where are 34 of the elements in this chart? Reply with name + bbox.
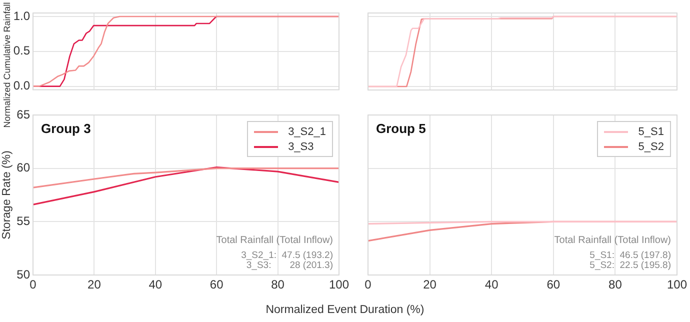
x-tick-label: 20 [423,278,437,292]
text: Group 5 [376,121,426,136]
annotation: 3_S3: 28 (201.3) [246,260,333,271]
y-tick-label: 55 [16,214,30,228]
x-tick-label: 80 [271,278,285,292]
y-tick-label: 50 [16,267,30,282]
y-axis-title: Normalized Cumulative Rainfall [2,2,12,128]
annotation: Total Rainfall (Total Inflow) [216,235,333,246]
annotation: Total Rainfall (Total Inflow) [554,235,671,246]
annotation: 3_S2_1: 47.5 (193.2) [241,250,333,261]
y-tick-label: 60 [16,160,30,175]
text: Group 3 [41,121,91,136]
x-tick-label: 0 [30,278,37,292]
annotation: 5_S1: 46.5 (197.8) [590,250,671,261]
annotation: 5_S2: 22.5 (195.8) [590,260,671,271]
x-tick-label: 60 [546,278,560,292]
x-tick-label: 40 [148,278,162,292]
x-axis-title: Normalized Event Duration (%) [264,304,426,316]
y-tick-label: 65 [16,107,30,122]
legend-label: 5_S2 [638,140,664,152]
x-tick-label: 20 [88,278,102,292]
legend-label: 3_S3 [288,140,314,152]
y-tick-label: 0.5 [13,44,30,58]
legend-label: 5_S1 [638,126,664,138]
x-tick-label: 40 [484,278,499,292]
y-tick-label: 0.0 [13,78,30,93]
x-tick-label: 0 [364,278,372,292]
legend-label: 3_S2_1 [288,126,326,138]
x-tick-label: 100 [666,278,688,292]
x-tick-label: 80 [608,278,622,292]
x-tick-label: 60 [210,278,224,292]
x-tick-label: 100 [328,278,350,292]
y-axis-title: Storage Rate (%) [1,150,13,240]
y-tick-label: 1.0 [13,8,30,23]
